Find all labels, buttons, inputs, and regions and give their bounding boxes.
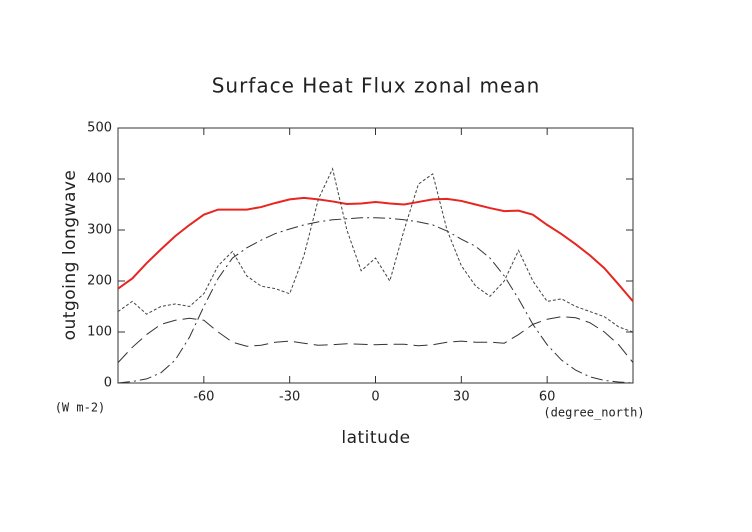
series-line	[117, 196, 634, 303]
series-line	[117, 217, 634, 384]
x-unit: (degree_north)	[543, 406, 644, 420]
y-tick-label: 300	[87, 223, 112, 238]
y-tick-label: 0	[104, 376, 112, 391]
x-axis-title: latitude	[341, 428, 410, 448]
y-tick-label: 200	[87, 274, 112, 289]
y-axis-title: outgoing longwave	[60, 170, 80, 341]
y-tick-label: 400	[87, 172, 112, 187]
y-unit: (W m-2)	[55, 401, 106, 415]
x-tick-label: 0	[371, 390, 379, 405]
x-tick-label: 30	[453, 390, 470, 405]
x-tick-label: 60	[539, 390, 556, 405]
series-line	[117, 167, 634, 333]
series-line	[117, 316, 634, 363]
x-tick-label: -30	[279, 390, 300, 405]
y-tick-label: 100	[87, 325, 112, 340]
x-tick-label: -60	[193, 390, 214, 405]
chart-title: Surface Heat Flux zonal mean	[212, 74, 541, 98]
y-tick-label: 500	[87, 121, 112, 136]
